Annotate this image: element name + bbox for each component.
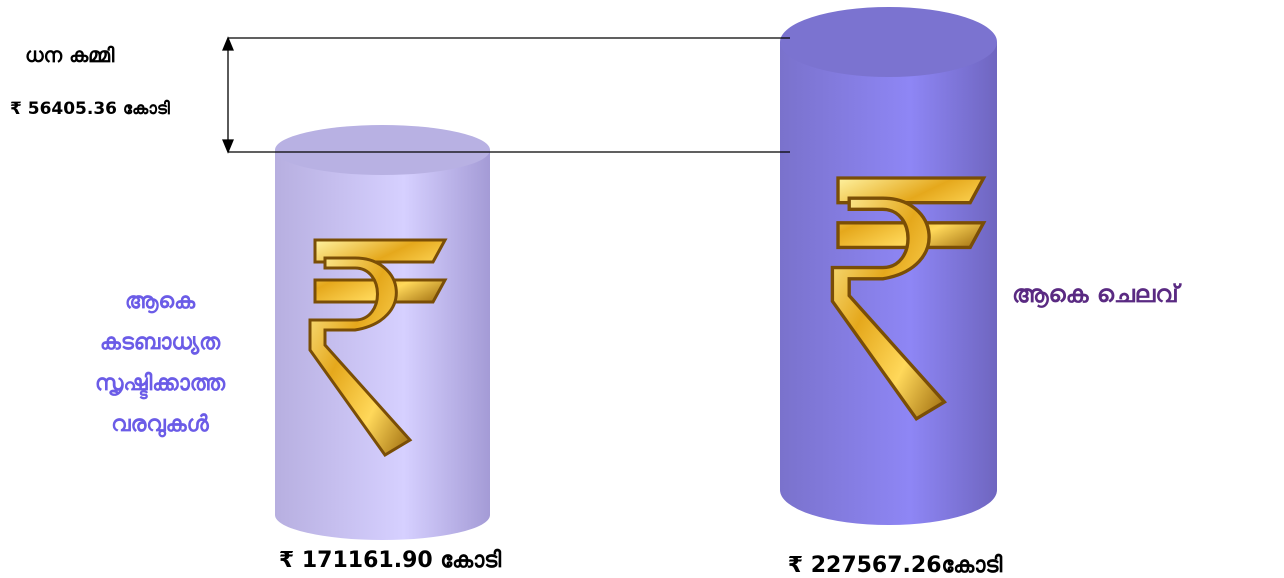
left-label: കടബാധ്യത	[100, 330, 221, 356]
left-cylinder	[275, 125, 490, 540]
right-label: ആകെ ചെലവ്	[1012, 280, 1182, 308]
left-label: വരവുകൾ	[111, 412, 209, 438]
left-label: സൃഷ്ടിക്കാത്ത	[95, 371, 226, 400]
right-amount: ₹ 227567.26കോടി	[788, 553, 1003, 578]
left-label: ആകെ	[125, 289, 196, 314]
deficit-amount: ₹ 56405.36 കോടി	[10, 99, 170, 119]
deficit-marker	[222, 36, 790, 154]
left-amount: ₹ 171161.90 കോടി	[279, 548, 501, 573]
deficit-title: ധന കമ്മി	[25, 43, 115, 67]
